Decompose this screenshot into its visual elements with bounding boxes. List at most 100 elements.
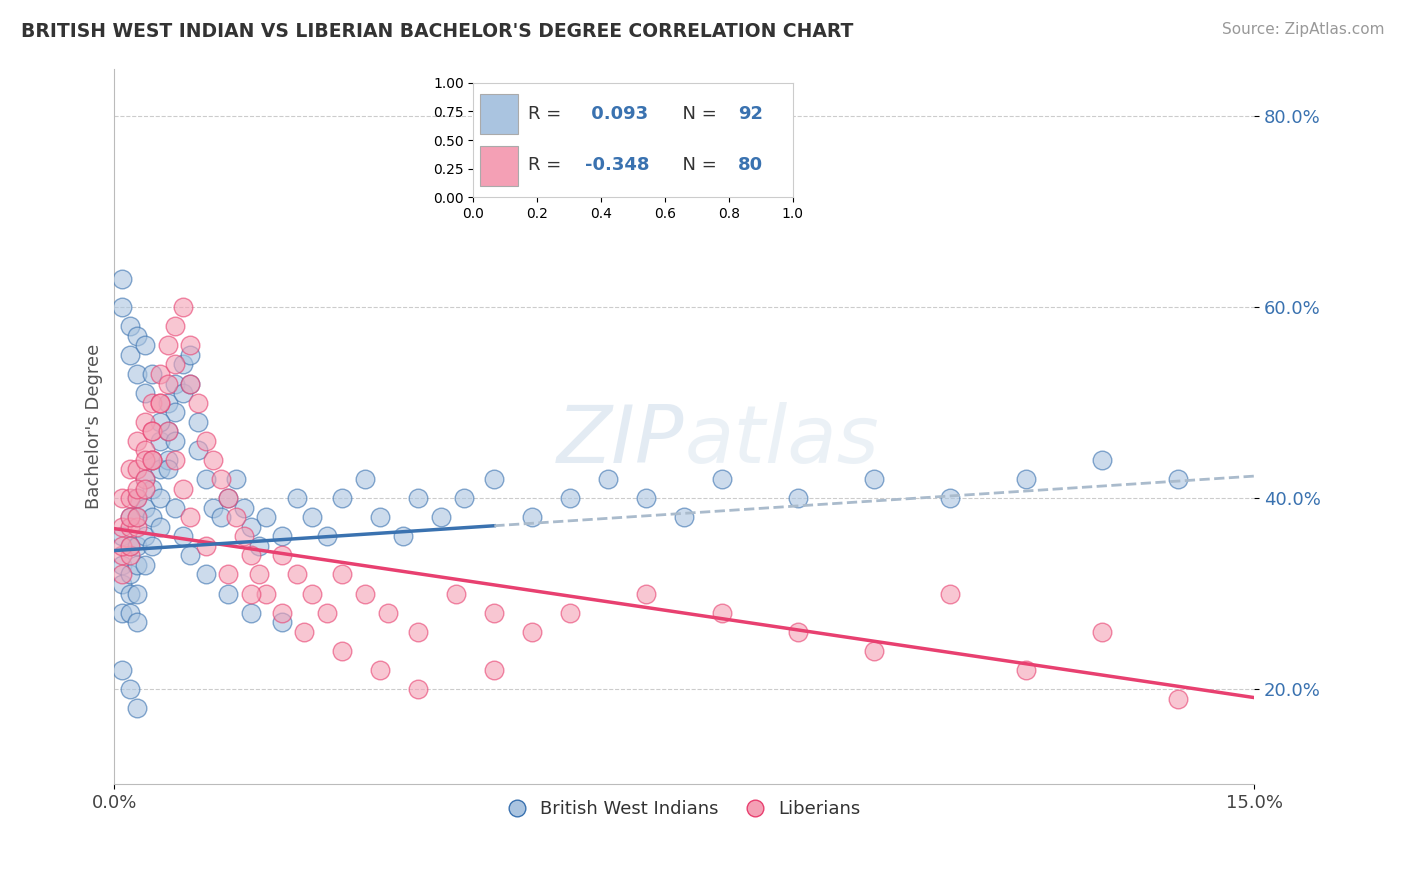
Point bbox=[354, 586, 377, 600]
Point bbox=[484, 606, 506, 620]
Point bbox=[285, 491, 308, 505]
Point bbox=[149, 462, 172, 476]
Point bbox=[165, 358, 187, 372]
Point bbox=[209, 510, 232, 524]
Point bbox=[141, 453, 163, 467]
Y-axis label: Bachelor's Degree: Bachelor's Degree bbox=[86, 343, 103, 509]
Point bbox=[172, 482, 194, 496]
Point bbox=[711, 472, 734, 486]
Point bbox=[194, 567, 217, 582]
Point bbox=[225, 510, 247, 524]
Point bbox=[149, 434, 172, 448]
Point bbox=[118, 462, 141, 476]
Point bbox=[134, 472, 156, 486]
Point bbox=[522, 624, 544, 639]
Point bbox=[156, 376, 179, 391]
Point bbox=[247, 567, 270, 582]
Point bbox=[863, 472, 886, 486]
Point bbox=[134, 415, 156, 429]
Point bbox=[118, 681, 141, 696]
Point bbox=[254, 510, 277, 524]
Point bbox=[111, 539, 134, 553]
Point bbox=[301, 586, 323, 600]
Point bbox=[430, 510, 453, 524]
Point bbox=[598, 472, 620, 486]
Point bbox=[111, 549, 134, 563]
Point bbox=[187, 395, 209, 409]
Point bbox=[118, 586, 141, 600]
Point bbox=[127, 462, 149, 476]
Point bbox=[149, 395, 172, 409]
Point bbox=[370, 510, 392, 524]
Point bbox=[408, 624, 430, 639]
Point bbox=[127, 510, 149, 524]
Point bbox=[247, 539, 270, 553]
Point bbox=[939, 586, 962, 600]
Point bbox=[217, 586, 239, 600]
Point bbox=[118, 519, 141, 533]
Point bbox=[134, 338, 156, 352]
Point bbox=[285, 567, 308, 582]
Point bbox=[270, 606, 292, 620]
Point bbox=[111, 529, 134, 543]
Point bbox=[270, 529, 292, 543]
Point bbox=[179, 348, 201, 362]
Point bbox=[202, 500, 225, 515]
Point bbox=[141, 424, 163, 438]
Point bbox=[1015, 663, 1038, 677]
Point bbox=[165, 376, 187, 391]
Point bbox=[408, 681, 430, 696]
Point bbox=[209, 472, 232, 486]
Point bbox=[484, 663, 506, 677]
Point bbox=[787, 624, 810, 639]
Point bbox=[446, 586, 468, 600]
Point bbox=[187, 443, 209, 458]
Point bbox=[165, 500, 187, 515]
Point bbox=[111, 300, 134, 314]
Point bbox=[301, 510, 323, 524]
Text: BRITISH WEST INDIAN VS LIBERIAN BACHELOR'S DEGREE CORRELATION CHART: BRITISH WEST INDIAN VS LIBERIAN BACHELOR… bbox=[21, 22, 853, 41]
Point bbox=[118, 319, 141, 334]
Point bbox=[202, 453, 225, 467]
Point bbox=[560, 491, 582, 505]
Point bbox=[118, 606, 141, 620]
Point bbox=[118, 549, 141, 563]
Point bbox=[134, 453, 156, 467]
Point bbox=[330, 491, 353, 505]
Point bbox=[134, 500, 156, 515]
Point bbox=[141, 453, 163, 467]
Point bbox=[330, 567, 353, 582]
Point bbox=[127, 615, 149, 629]
Point bbox=[254, 586, 277, 600]
Point bbox=[149, 395, 172, 409]
Point bbox=[127, 558, 149, 572]
Point bbox=[141, 482, 163, 496]
Point bbox=[787, 491, 810, 505]
Point bbox=[217, 491, 239, 505]
Point bbox=[225, 472, 247, 486]
Legend: British West Indians, Liberians: British West Indians, Liberians bbox=[501, 793, 868, 825]
Point bbox=[172, 300, 194, 314]
Point bbox=[179, 549, 201, 563]
Point bbox=[127, 539, 149, 553]
Point bbox=[560, 606, 582, 620]
Point bbox=[636, 491, 658, 505]
Point bbox=[1015, 472, 1038, 486]
Point bbox=[149, 367, 172, 381]
Point bbox=[636, 586, 658, 600]
Point bbox=[179, 376, 201, 391]
Point bbox=[484, 472, 506, 486]
Point bbox=[111, 663, 134, 677]
Point bbox=[127, 482, 149, 496]
Point bbox=[141, 367, 163, 381]
Point bbox=[179, 376, 201, 391]
Point bbox=[1167, 691, 1189, 706]
Point bbox=[187, 415, 209, 429]
Text: atlas: atlas bbox=[685, 401, 879, 480]
Point bbox=[1091, 624, 1114, 639]
Point bbox=[111, 519, 134, 533]
Point bbox=[392, 529, 415, 543]
Point bbox=[194, 472, 217, 486]
Point bbox=[270, 549, 292, 563]
Point bbox=[156, 338, 179, 352]
